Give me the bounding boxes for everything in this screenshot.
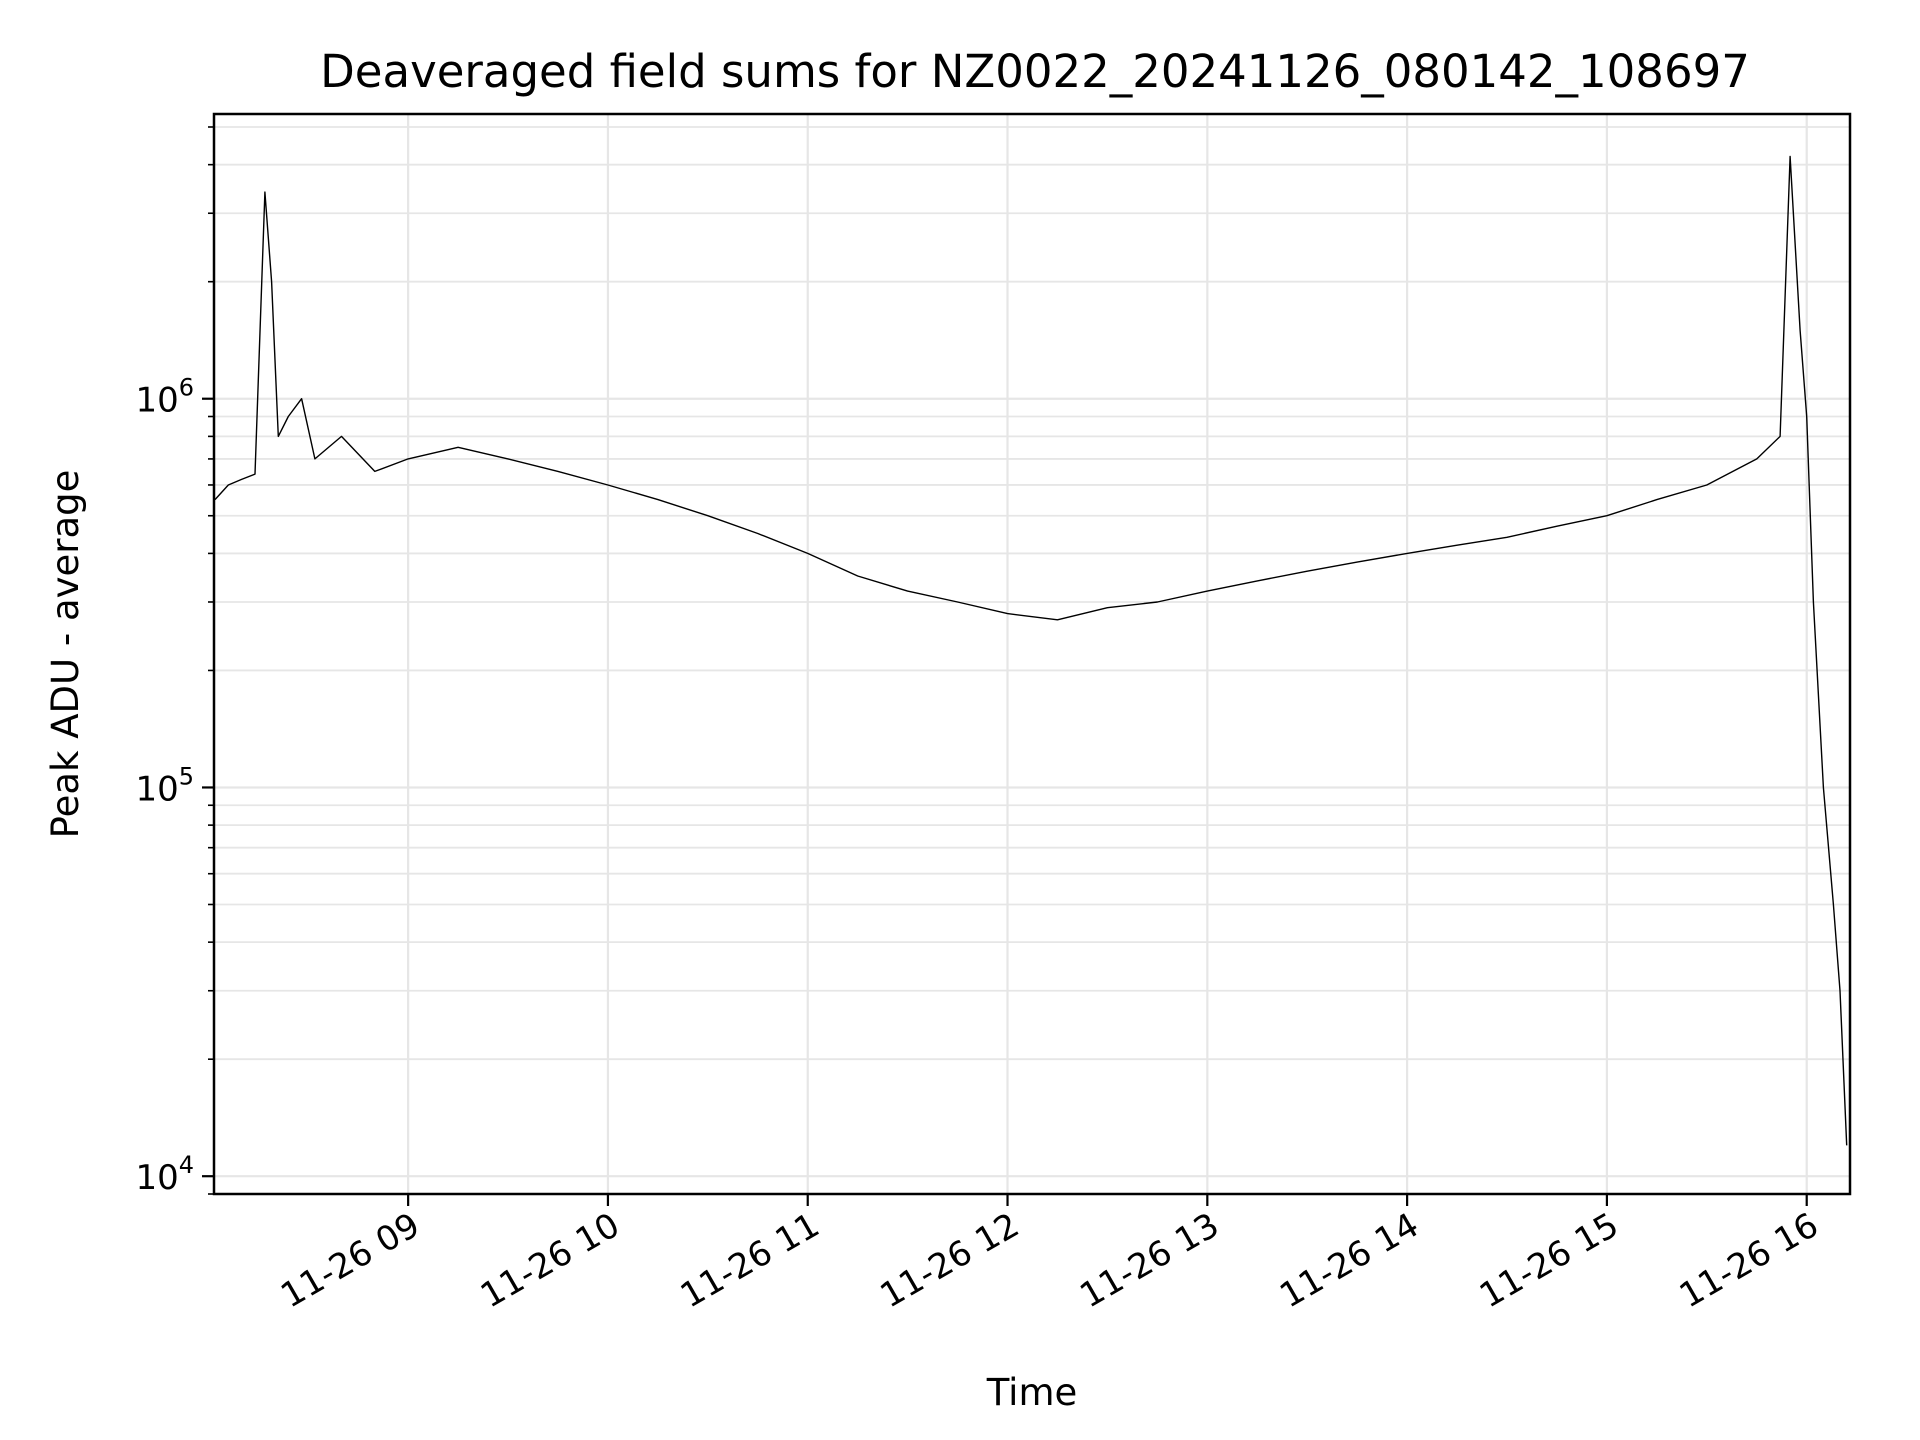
series-line [214,155,1848,1146]
y-axis: 104 105 106 [135,126,214,1198]
y-axis-label: Peak ADU - average [44,470,87,839]
grid-lines [214,114,1850,1195]
y-tick-label: 106 [135,374,194,421]
plot-frame [212,112,1852,1196]
data-series [214,155,1848,1146]
y-tick-label: 104 [135,1151,194,1198]
x-axis-label: Time [986,1371,1078,1414]
chart-title: Deaveraged field sums for NZ0022_2024112… [320,45,1750,98]
y-tick-label: 105 [135,762,194,809]
